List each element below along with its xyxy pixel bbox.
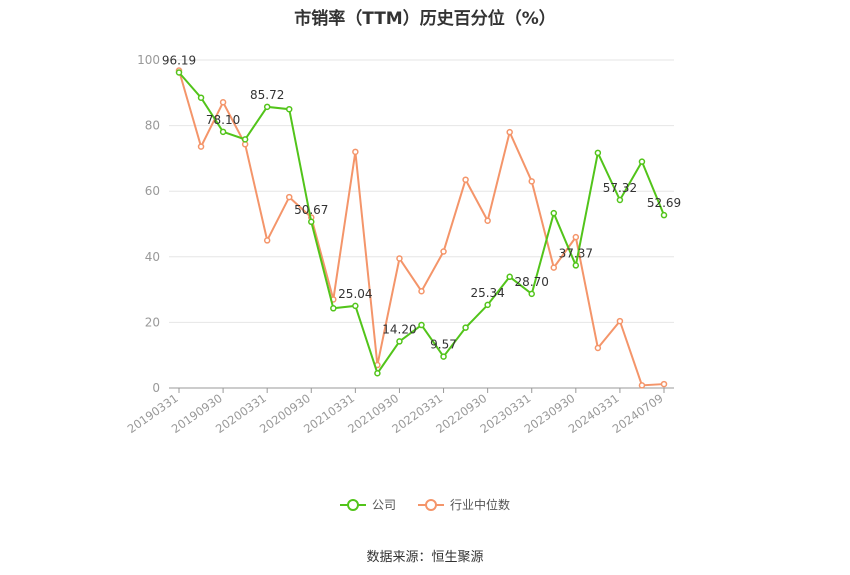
data-label: 96.19	[162, 53, 196, 67]
data-point-0	[572, 262, 580, 269]
data-point-0	[219, 128, 227, 136]
data-point-0	[462, 324, 469, 331]
data-point-0	[175, 69, 183, 76]
y-tick-label: 0	[152, 381, 160, 395]
series-line-1	[178, 70, 665, 387]
data-point-0	[197, 94, 205, 101]
data-point-1	[572, 233, 580, 241]
data-point-1	[550, 264, 558, 271]
data-point-1	[462, 176, 469, 183]
data-point-0	[374, 369, 381, 377]
legend: 公司 行业中位数	[0, 496, 850, 513]
chart-title: 市销率（TTM）历史百分位（%）	[294, 9, 556, 29]
y-tick-label: 100	[137, 53, 160, 67]
data-label: 52.69	[647, 196, 681, 210]
data-label: 57.32	[603, 181, 637, 195]
data-point-1	[197, 143, 205, 150]
data-point-1	[616, 317, 624, 325]
data-point-0	[638, 158, 646, 165]
data-point-0	[308, 218, 315, 226]
legend-item-company[interactable]: 公司	[339, 496, 396, 513]
legend-label-industry-median: 行业中位数	[450, 498, 511, 512]
data-point-1	[285, 193, 293, 201]
data-point-1	[418, 287, 425, 295]
data-point-1	[440, 248, 447, 255]
data-point-0	[418, 321, 425, 329]
data-point-0	[484, 301, 491, 309]
data-point-1	[219, 99, 227, 106]
data-label: 25.34	[470, 286, 504, 300]
data-label: 28.70	[515, 275, 549, 289]
data-label: 50.67	[294, 203, 328, 217]
y-tick-label: 20	[145, 315, 160, 329]
data-label: 14.20	[382, 322, 416, 336]
data-label: 37.37	[559, 246, 593, 260]
legend-marker-industry-median-icon	[418, 498, 444, 512]
data-point-1	[528, 178, 535, 185]
legend-marker-company-icon	[339, 498, 366, 512]
data-label: 9.57	[430, 338, 457, 352]
data-point-1	[638, 382, 646, 389]
data-point-0	[528, 290, 535, 298]
legend-item-industry-median[interactable]: 行业中位数	[418, 496, 510, 513]
data-label: 25.04	[338, 287, 372, 301]
data-point-1	[263, 237, 271, 244]
data-point-0	[440, 353, 447, 360]
data-point-0	[285, 105, 293, 113]
data-point-0	[396, 338, 403, 345]
data-point-1	[594, 344, 602, 352]
y-tick-label: 40	[145, 250, 160, 264]
data-point-1	[484, 217, 491, 224]
data-point-0	[506, 273, 513, 281]
data-point-0	[594, 149, 602, 157]
data-point-0	[550, 209, 558, 217]
y-tick-label: 80	[145, 119, 160, 133]
data-label: 78.10	[206, 113, 240, 127]
line-chart: 0204060801002019033120190930202003312020…	[125, 53, 681, 436]
data-point-0	[660, 211, 668, 219]
legend-label-company: 公司	[371, 498, 396, 512]
y-tick-label: 60	[145, 184, 160, 198]
data-point-0	[330, 305, 337, 312]
data-label: 85.72	[250, 88, 284, 102]
data-point-0	[616, 196, 624, 204]
data-point-1	[352, 148, 359, 156]
data-point-1	[660, 380, 668, 388]
data-point-1	[396, 255, 403, 262]
data-point-0	[263, 103, 271, 111]
data-point-1	[506, 128, 513, 136]
data-point-0	[241, 136, 249, 143]
data-point-0	[352, 302, 359, 310]
data-source: 数据来源：恒生聚源	[366, 550, 484, 565]
